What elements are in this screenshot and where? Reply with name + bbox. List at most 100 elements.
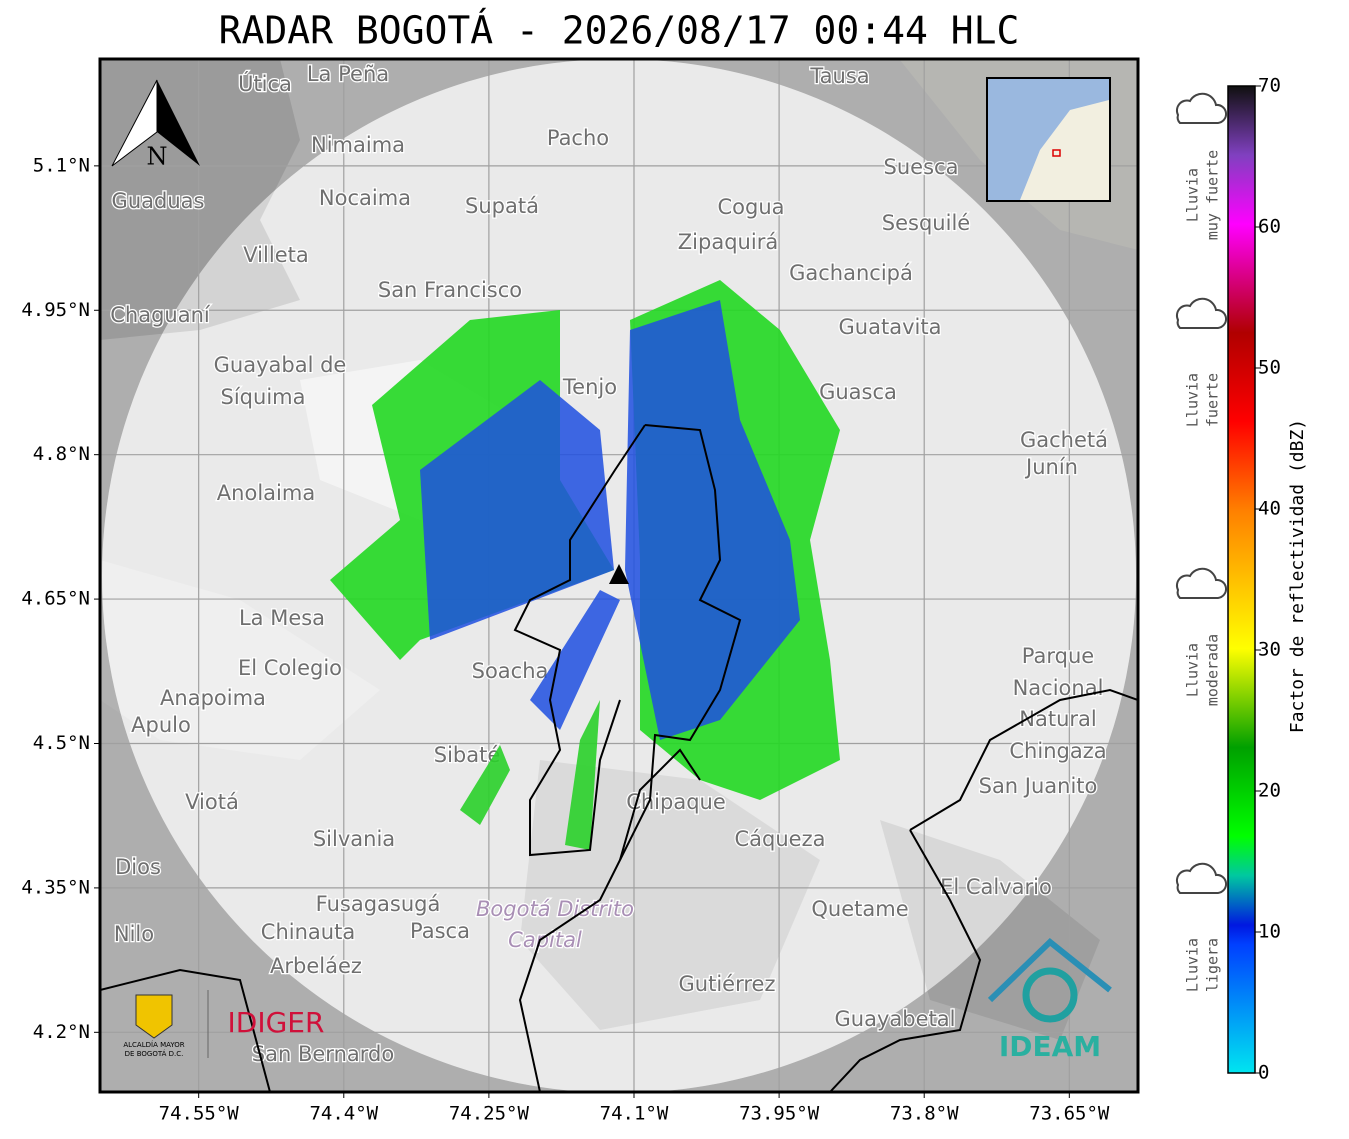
place-label: Útica	[238, 71, 292, 96]
place-label: Natural	[1019, 707, 1096, 731]
rain-class-label: Lluvia	[1184, 938, 1202, 992]
y-tick-label: 4.35°N	[21, 876, 90, 898]
place-label: Fusagasugá	[316, 892, 441, 916]
colorbar-tick-label: 0	[1258, 1062, 1269, 1084]
inset-locator	[1052, 149, 1061, 157]
place-label: Tausa	[809, 64, 869, 88]
alcaldia-text: DE BOGOTÁ D.C.	[125, 1049, 184, 1058]
place-label: San Juanito	[979, 774, 1098, 798]
place-label: Pasca	[410, 919, 470, 943]
place-label: Pacho	[547, 126, 609, 150]
terrain	[520, 760, 820, 1030]
place-label: El Colegio	[238, 656, 342, 680]
rain-class-label: fuerte	[1204, 373, 1222, 427]
place-label: Arbeláez	[270, 954, 362, 978]
rain-class-label: muy fuerte	[1204, 150, 1222, 240]
echo	[460, 745, 510, 825]
place-label: Apulo	[131, 713, 191, 737]
boundary	[100, 968, 271, 1092]
boundary	[518, 424, 742, 1092]
weather-icon	[1175, 297, 1227, 329]
place-label: Tenjo	[562, 375, 617, 399]
place-label: Guayabal de	[214, 353, 347, 377]
colorbar	[1227, 85, 1256, 1074]
echo	[420, 380, 614, 640]
north-arrow: N	[111, 79, 200, 171]
place-label: Nacional	[1013, 676, 1104, 700]
place-label: Síquima	[221, 385, 306, 409]
rain-class-label: ligera	[1204, 938, 1222, 992]
place-label: Gutiérrez	[679, 972, 776, 996]
district-label: Capital	[508, 928, 582, 952]
logos: ALCALDÍA MAYOR DE BOGOTÁ D.C. IDIGER IDE…	[123, 938, 1112, 1063]
north-label: N	[147, 143, 168, 171]
y-tick-label: 4.5°N	[33, 732, 90, 754]
grid	[100, 59, 1138, 1092]
title: RADAR BOGOTÁ - 2026/08/17 00:44 HLC	[219, 9, 1020, 53]
place-label: Guatavita	[839, 315, 942, 339]
boundary	[619, 748, 701, 861]
boundary	[829, 829, 982, 1092]
place-label: Chingaza	[1009, 739, 1106, 763]
weather-icon	[1175, 92, 1227, 124]
place-label: Nilo	[114, 922, 154, 946]
colorbar-label: Factor de reflectividad (dBZ)	[1287, 419, 1308, 733]
place-label: Supatá	[465, 194, 539, 218]
place-label: Chinauta	[261, 920, 355, 944]
colorbar-tick-label: 10	[1258, 921, 1281, 943]
echo	[625, 300, 800, 740]
idiger-logo: IDIGER	[228, 1006, 325, 1039]
inset-sea	[988, 79, 1109, 200]
place-label: Suesca	[884, 155, 959, 179]
inset-map	[986, 77, 1111, 202]
x-tick-label: 74.1°W	[600, 1103, 669, 1125]
place-label: La Peña	[307, 62, 389, 86]
colorbar-tick-label: 40	[1258, 498, 1281, 520]
place-label: Nimaima	[311, 133, 405, 157]
place-label: Silvania	[313, 827, 395, 851]
x-tick-label: 74.4°W	[309, 1103, 378, 1125]
weather-icon	[1175, 862, 1227, 894]
rain-class-label: Lluvia	[1184, 373, 1202, 427]
place-label: Anapoima	[160, 686, 266, 710]
ideam-swirl	[1022, 967, 1078, 1023]
place-label: Gachancipá	[789, 261, 913, 285]
place-label: Cogua	[717, 195, 784, 219]
y-tick-label: 4.2°N	[33, 1021, 90, 1043]
colorbar-tick-label: 20	[1258, 780, 1281, 802]
y-tick-label: 4.95°N	[21, 299, 90, 321]
place-label: Soacha	[472, 659, 549, 683]
place-label: El Calvario	[940, 875, 1052, 899]
y-tick-label: 4.8°N	[33, 443, 90, 465]
place-label: Dios	[115, 855, 161, 879]
place-label: Guaduas	[112, 189, 205, 213]
place-label: Cáqueza	[735, 827, 826, 851]
place-label: Quetame	[811, 897, 908, 921]
map: La Peña Útica Tausa Pacho Nimaima Suesca Guadu…	[100, 59, 1138, 1092]
rain-class-label: Lluvia	[1184, 168, 1202, 222]
place-label: Parque	[1022, 644, 1094, 668]
place-label: San Francisco	[378, 278, 522, 302]
boundary	[513, 424, 646, 857]
y-tick-label: 4.65°N	[21, 588, 90, 610]
place-label: Guayabetal	[835, 1007, 956, 1031]
place-label: Sesquilé	[882, 211, 970, 235]
ideam-roof	[987, 938, 1112, 1003]
radar-echo	[330, 280, 840, 850]
rain-class-label: moderada	[1204, 634, 1222, 706]
boundaries	[100, 424, 1138, 1092]
x-tick-label: 74.55°W	[159, 1103, 240, 1125]
places: La Peña Útica Tausa Pacho Nimaima Suesca Guadu…	[109, 61, 1109, 1068]
x-tick-label: 73.95°W	[739, 1103, 820, 1125]
arrow-right	[157, 80, 200, 166]
place-label: San Bernardo	[252, 1042, 394, 1066]
place-label: Chipaque	[626, 790, 726, 814]
colorbar-tick-label: 30	[1258, 639, 1281, 661]
alcaldia-text: ALCALDÍA MAYOR	[123, 1040, 184, 1049]
weather-icon	[1175, 567, 1227, 599]
place-label: Guasca	[819, 380, 897, 404]
echo	[530, 590, 620, 730]
place-label: Gachetá	[1020, 428, 1108, 452]
